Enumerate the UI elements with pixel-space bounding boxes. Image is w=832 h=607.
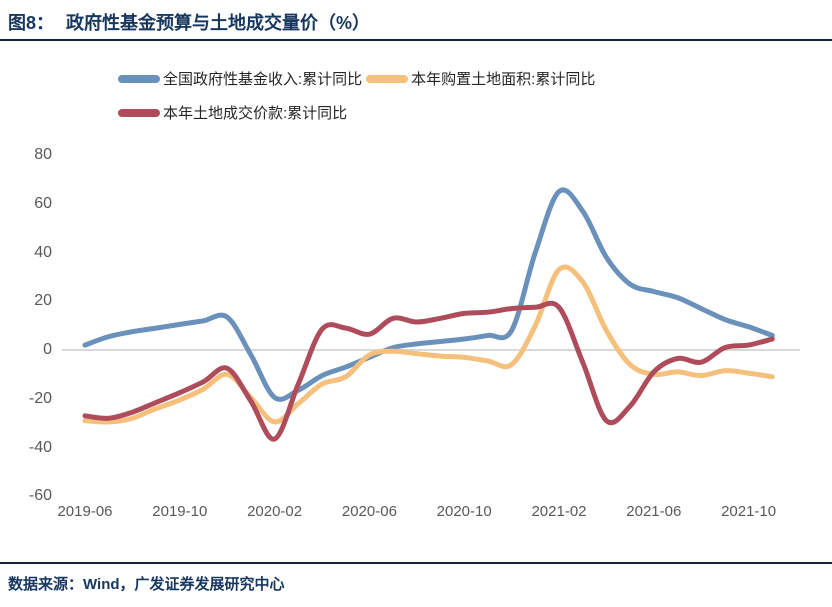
series-line-orange (82, 264, 775, 425)
legend-item: 本年土地成交价款:累计同比 (118, 102, 347, 123)
y-axis-tick-label: -60 (28, 487, 52, 505)
legend-label: 本年购置土地面积:累计同比 (411, 71, 596, 88)
series-line-red (82, 300, 775, 442)
figure-title: 政府性基金预算与土地成交量价（%） (66, 13, 371, 33)
x-axis-tick-label: 2020-06 (341, 503, 397, 520)
figure-header: 图8： 政府性基金预算与土地成交量价（%） (8, 9, 370, 35)
legend-swatch-orange (366, 74, 409, 83)
y-axis-tick-label: 0 (43, 341, 52, 358)
footer-divider (0, 562, 832, 564)
series-line-blue (82, 187, 775, 402)
x-axis-tick-label: 2021-06 (626, 503, 682, 520)
y-axis-tick-label: -20 (28, 389, 52, 407)
x-axis-tick-label: 2019-10 (152, 503, 208, 520)
legend-label: 本年土地成交价款:累计同比 (163, 105, 348, 122)
x-axis-tick-label: 2021-02 (531, 503, 587, 520)
figure-label: 图8： (8, 13, 55, 33)
x-axis-tick-label: 2020-02 (247, 503, 303, 520)
legend-item: 本年购置土地面积:累计同比 (366, 68, 595, 89)
header-divider (0, 39, 832, 41)
x-axis-tick-label: 2021-10 (721, 503, 777, 520)
y-axis-tick-label: 20 (34, 292, 52, 310)
chart-legend: 全国政府性基金收入:累计同比 本年购置土地面积:累计同比本年土地成交价款:累计同比 (118, 68, 718, 123)
legend-item: 全国政府性基金收入:累计同比 (118, 68, 362, 89)
figure-source: 数据来源：Wind，广发证券发展研究中心 (8, 576, 285, 593)
y-axis-tick-label: -40 (28, 438, 52, 456)
legend-swatch-blue (118, 74, 160, 83)
x-axis-tick-label: 2019-06 (57, 503, 113, 520)
y-axis-tick-label: 40 (34, 243, 52, 261)
y-axis-tick-label: 60 (34, 194, 52, 212)
legend-label: 全国政府性基金收入:累计同比 (163, 71, 363, 88)
legend-swatch-red (118, 108, 160, 117)
y-axis-tick-label: 80 (34, 146, 52, 163)
x-axis-tick-label: 2020-10 (436, 503, 492, 520)
